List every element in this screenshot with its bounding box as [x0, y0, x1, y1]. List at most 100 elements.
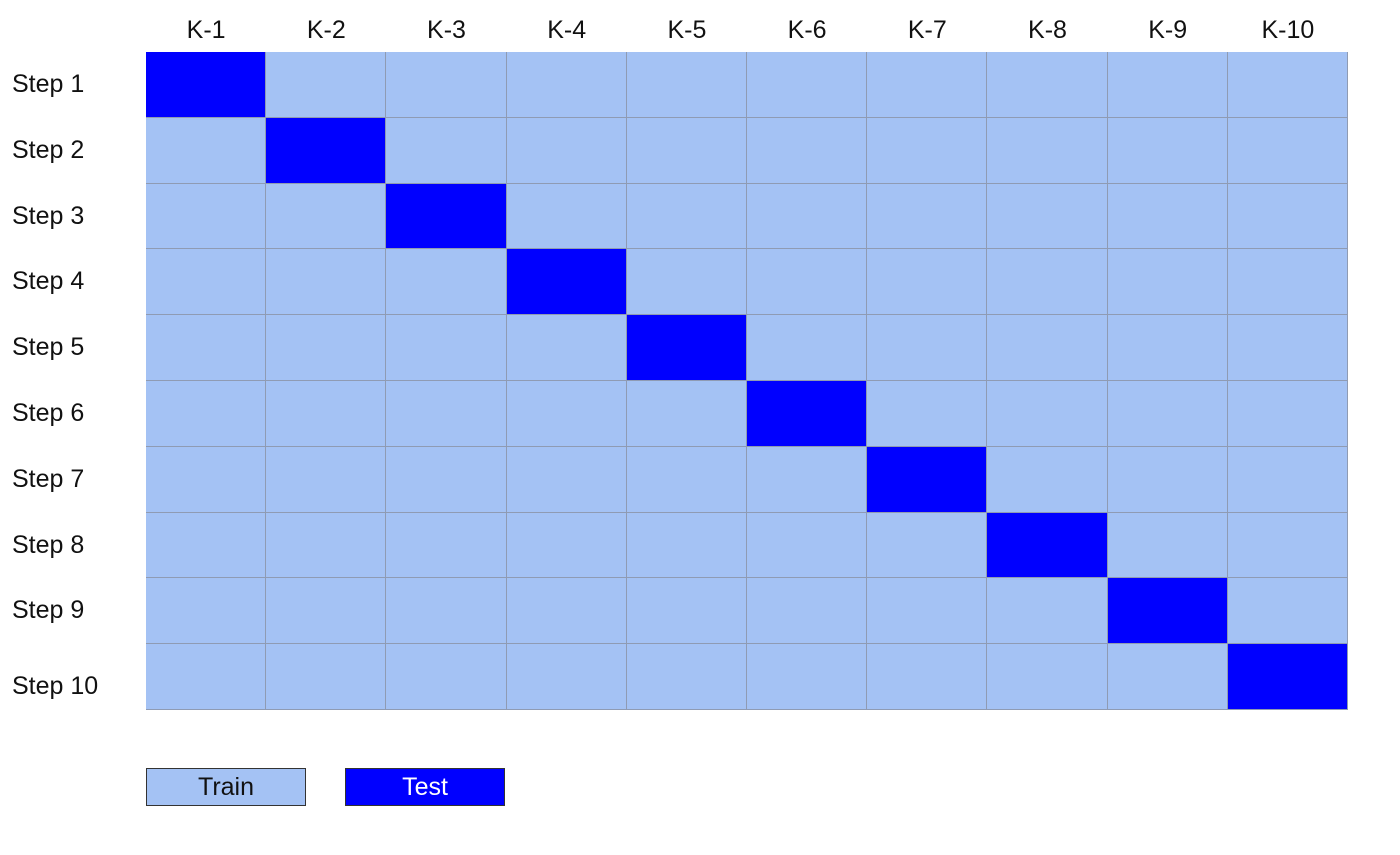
- test-cell: [626, 315, 747, 381]
- train-cell: [747, 578, 868, 645]
- train-cell: [626, 512, 747, 579]
- train-cell: [146, 249, 267, 316]
- train-cell: [506, 117, 627, 184]
- train-cell: [506, 315, 627, 381]
- train-cell: [747, 512, 868, 579]
- train-cell: [867, 644, 988, 710]
- test-cell: [146, 52, 267, 118]
- train-cell: [506, 446, 627, 513]
- train-cell: [506, 644, 627, 710]
- train-cell: [146, 644, 267, 710]
- train-cell: [1227, 249, 1348, 316]
- column-header-8: K-8: [1028, 16, 1067, 44]
- train-cell: [1227, 446, 1348, 513]
- train-cell: [867, 183, 988, 250]
- train-cell: [747, 446, 868, 513]
- train-cell: [747, 183, 868, 250]
- train-cell: [987, 315, 1108, 381]
- train-cell: [386, 578, 507, 645]
- train-cell: [867, 52, 988, 118]
- train-cell: [386, 117, 507, 184]
- train-cell: [1107, 644, 1228, 710]
- train-cell: [987, 249, 1108, 316]
- train-cell: [266, 249, 387, 316]
- train-cell: [987, 578, 1108, 645]
- train-cell: [146, 183, 267, 250]
- column-header-6: K-6: [787, 16, 827, 44]
- train-cell: [626, 381, 747, 447]
- column-header-9: K-9: [1148, 16, 1188, 44]
- train-cell: [506, 578, 627, 645]
- row-header-6: Step 6: [12, 398, 85, 427]
- test-cell: [1227, 644, 1348, 710]
- train-cell: [506, 512, 627, 579]
- row-header-4: Step 4: [12, 267, 85, 296]
- train-cell: [1107, 512, 1228, 579]
- legend-train: Train: [146, 768, 306, 806]
- train-cell: [146, 446, 267, 513]
- train-cell: [987, 117, 1108, 184]
- train-cell: [266, 183, 387, 250]
- train-cell: [1107, 446, 1228, 513]
- train-cell: [1107, 381, 1228, 447]
- train-cell: [266, 446, 387, 513]
- row-header-5: Step 5: [12, 333, 85, 362]
- train-cell: [867, 578, 988, 645]
- train-cell: [1227, 578, 1348, 645]
- test-cell: [867, 446, 988, 513]
- train-cell: [146, 381, 267, 447]
- legend-test-label: Test: [402, 773, 448, 801]
- train-cell: [867, 315, 988, 381]
- column-header-2: K-2: [306, 16, 346, 44]
- train-cell: [987, 183, 1108, 250]
- train-cell: [1227, 381, 1348, 447]
- train-cell: [266, 315, 387, 381]
- train-cell: [626, 183, 747, 250]
- train-cell: [987, 446, 1108, 513]
- train-cell: [867, 117, 988, 184]
- row-header-3: Step 3: [12, 201, 85, 230]
- column-header-3: K-3: [427, 16, 466, 44]
- train-cell: [747, 52, 868, 118]
- train-cell: [1107, 183, 1228, 250]
- train-cell: [626, 644, 747, 710]
- train-cell: [146, 315, 267, 381]
- train-cell: [266, 644, 387, 710]
- column-header-10: K-10: [1261, 16, 1315, 44]
- train-cell: [1107, 52, 1228, 118]
- train-cell: [1227, 52, 1348, 118]
- train-cell: [506, 52, 627, 118]
- train-cell: [1227, 117, 1348, 184]
- test-cell: [1107, 578, 1228, 645]
- test-cell: [747, 381, 868, 447]
- train-cell: [266, 381, 387, 447]
- train-cell: [867, 381, 988, 447]
- test-cell: [987, 512, 1108, 579]
- train-cell: [747, 249, 868, 316]
- column-header-4: K-4: [547, 16, 587, 44]
- legend-train-label: Train: [197, 773, 255, 801]
- row-header-1: Step 1: [12, 69, 85, 98]
- row-header-10: Step 10: [12, 672, 99, 701]
- train-cell: [146, 117, 267, 184]
- train-cell: [266, 512, 387, 579]
- train-cell: [987, 644, 1108, 710]
- train-cell: [386, 315, 507, 381]
- train-cell: [747, 117, 868, 184]
- train-cell: [386, 644, 507, 710]
- train-cell: [386, 249, 507, 316]
- test-cell: [266, 117, 387, 184]
- train-cell: [867, 512, 988, 579]
- row-header-7: Step 7: [12, 464, 85, 493]
- test-cell: [386, 183, 507, 250]
- train-cell: [1107, 249, 1228, 316]
- train-cell: [386, 446, 507, 513]
- train-cell: [626, 578, 747, 645]
- train-cell: [1227, 183, 1348, 250]
- row-header-8: Step 8: [12, 530, 85, 559]
- train-cell: [506, 183, 627, 250]
- train-cell: [1107, 117, 1228, 184]
- cross-validation-grid: [146, 52, 1348, 710]
- train-cell: [747, 315, 868, 381]
- train-cell: [1107, 315, 1228, 381]
